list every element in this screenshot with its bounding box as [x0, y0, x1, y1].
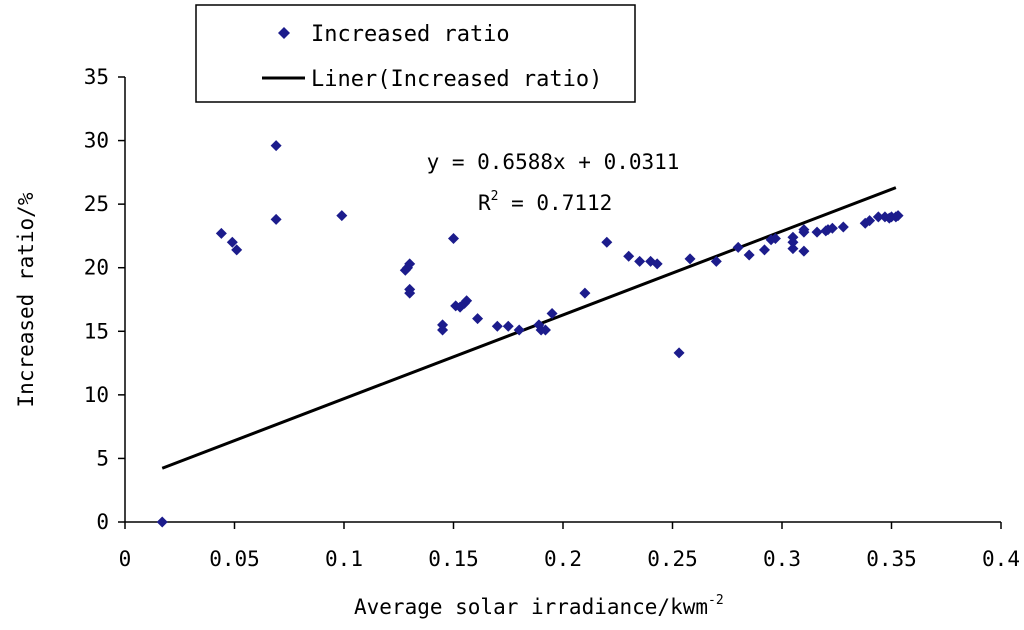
data-point — [404, 287, 416, 299]
legend: Increased ratio Liner(Increased ratio) — [195, 4, 636, 103]
x-tick-label: 0.05 — [209, 547, 260, 571]
equation-label: y = 0.6588x + 0.0311 — [427, 150, 680, 174]
data-point — [710, 255, 722, 267]
data-points — [156, 140, 904, 528]
y-tick-label: 25 — [84, 192, 109, 216]
data-point — [513, 324, 525, 336]
data-point — [226, 236, 238, 248]
legend-diamond-marker — [278, 27, 290, 39]
data-point — [472, 313, 484, 325]
x-tick-label: 0 — [119, 547, 132, 571]
data-point — [837, 221, 849, 233]
data-point — [787, 231, 799, 243]
data-point — [336, 210, 348, 222]
y-tick-label: 15 — [84, 319, 109, 343]
y-tick-label: 0 — [96, 510, 109, 534]
y-tick-label: 10 — [84, 383, 109, 407]
x-ticks: 0 0.05 0.1 0.15 0.2 0.25 0.3 0.35 0.4 — [119, 522, 1020, 571]
data-point — [769, 232, 781, 244]
data-point — [634, 255, 646, 267]
y-axis-title: Increased ratio/% — [14, 192, 38, 407]
data-point — [231, 244, 243, 256]
y-tick-label: 35 — [84, 65, 109, 89]
data-point — [684, 253, 696, 265]
data-point — [579, 287, 591, 299]
legend-label-scatter: Increased ratio — [311, 22, 510, 47]
data-point — [743, 249, 755, 261]
x-axis-title: Average solar irradiance/kwm-2 — [354, 593, 724, 619]
data-point — [502, 320, 514, 332]
r-squared-label: R2 = 0.7112 — [478, 189, 612, 215]
data-point — [491, 320, 503, 332]
data-point — [270, 213, 282, 225]
data-point — [732, 241, 744, 253]
data-point — [623, 250, 635, 262]
data-point — [758, 244, 770, 256]
data-point — [864, 215, 876, 227]
regression-annotation: y = 0.6588x + 0.0311 R2 = 0.7112 — [427, 150, 680, 215]
data-point — [651, 258, 663, 270]
y-tick-label: 5 — [96, 446, 109, 470]
data-point — [404, 258, 416, 270]
data-point — [270, 140, 282, 152]
data-point — [798, 224, 810, 236]
r2-value: = 0.7112 — [498, 191, 612, 215]
legend-label-trend: Liner(Increased ratio) — [311, 67, 602, 92]
y-ticks: 0 5 10 15 20 25 30 35 — [84, 65, 125, 534]
data-point — [601, 236, 613, 248]
data-point — [539, 324, 551, 336]
data-point — [437, 324, 449, 336]
x-tick-label: 0.15 — [428, 547, 479, 571]
x-tick-label: 0.4 — [982, 547, 1020, 571]
data-point — [461, 295, 473, 307]
data-point — [826, 222, 838, 234]
x-tick-label: 0.25 — [647, 547, 698, 571]
x-tick-label: 0.35 — [866, 547, 917, 571]
x-axis-title-main: Average solar irradiance/kwm — [354, 595, 708, 619]
x-tick-label: 0.2 — [544, 547, 582, 571]
x-tick-label: 0.1 — [325, 547, 363, 571]
x-tick-label: 0.3 — [763, 547, 801, 571]
data-point — [811, 226, 823, 238]
data-point — [215, 227, 227, 239]
data-point — [798, 245, 810, 257]
data-point — [892, 210, 904, 222]
y-tick-label: 30 — [84, 129, 109, 153]
r2-superscript: 2 — [491, 189, 499, 204]
x-axis-title-superscript: -2 — [708, 593, 724, 608]
legend-box — [195, 4, 636, 103]
r2-prefix: R — [478, 191, 491, 215]
y-tick-label: 20 — [84, 256, 109, 280]
data-point — [872, 211, 884, 223]
axes — [124, 77, 1001, 523]
data-point — [448, 232, 459, 244]
data-point — [156, 516, 168, 528]
data-point — [673, 347, 685, 359]
trend-line — [161, 186, 897, 470]
data-point — [546, 307, 558, 319]
data-point — [787, 243, 799, 255]
